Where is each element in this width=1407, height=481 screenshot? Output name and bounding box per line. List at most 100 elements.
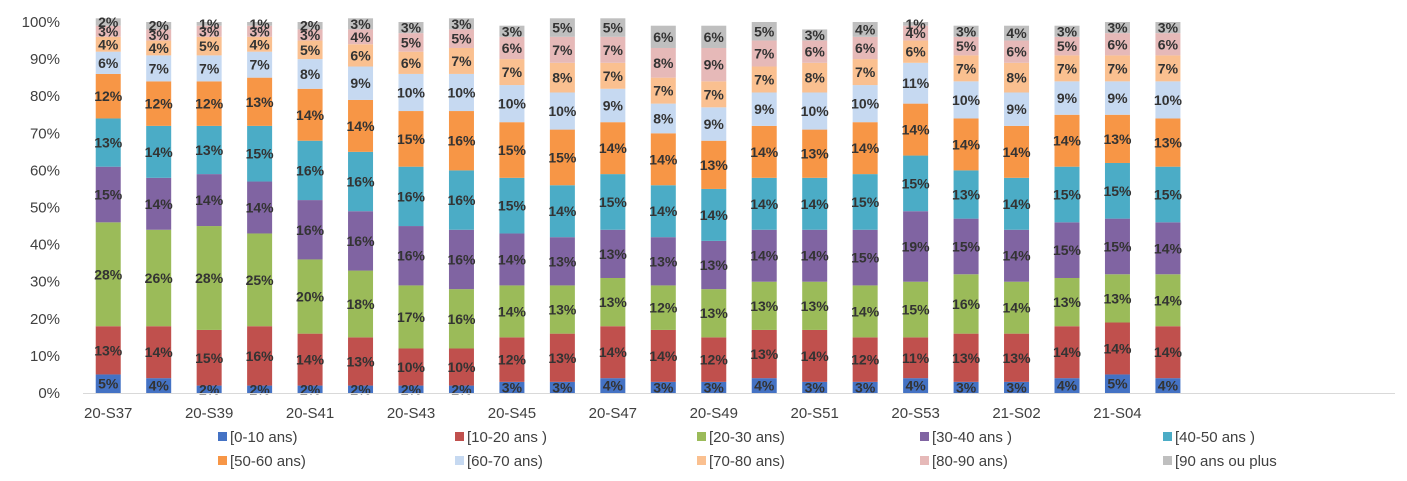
bar-segment [600,18,626,37]
bar-segment [751,22,777,41]
bar-segment [1155,55,1181,82]
data-label: 3% [199,23,220,39]
data-label: 1% [905,16,926,32]
bar-segment [499,36,525,60]
bar-segment [146,29,172,41]
data-label: 6% [1158,36,1179,52]
data-label: 15% [599,194,628,210]
bar-segment [802,29,828,41]
bar-segment [398,22,424,34]
bar-segment [499,233,525,286]
bar-segment [1104,218,1130,275]
bar-segment [1104,81,1130,115]
legend-item: [20-30 ans) [697,429,785,446]
data-label: 11% [902,350,930,366]
bar-segment [852,381,878,393]
data-label: 10% [447,359,476,375]
bar-segment [650,47,676,78]
bar-stack [196,22,222,393]
data-label: 5% [552,20,573,36]
data-label: 14% [296,352,325,368]
data-label: 5% [401,34,422,50]
data-label: 13% [750,346,779,362]
bar-segment [95,166,121,223]
bar-segment [600,122,626,175]
data-label: 3% [956,23,977,39]
bar-segment [348,29,374,45]
y-tick-label: 100% [22,14,60,31]
bar-segment [1004,177,1030,230]
bar-segment [448,348,474,386]
data-label: 3% [401,20,422,36]
data-label: 12% [145,96,174,112]
bar-segment [852,122,878,175]
data-label: 6% [905,44,926,60]
bar-segment [196,22,222,26]
data-label: 13% [700,157,729,173]
data-label: 4% [1057,378,1078,394]
bar-segment [852,36,878,60]
data-label: 13% [347,353,376,369]
data-label: 3% [149,27,170,43]
bar-segment [1004,125,1030,178]
data-label: 6% [704,29,725,45]
data-label: 13% [952,350,981,366]
data-label: 7% [1057,60,1078,76]
bar-segment [448,73,474,112]
bar-segment [247,36,273,52]
data-label: 16% [447,311,476,327]
data-label: 14% [246,200,275,216]
bar-segment [146,229,172,327]
data-label: 15% [195,350,224,366]
data-label: 14% [750,248,779,264]
bar-segment [1155,326,1181,379]
data-label: 9% [754,101,775,117]
bar-segment [297,333,323,386]
bar-segment [802,177,828,230]
y-axis: 0% 10% 20% 30% 40% 50% 60% 70% 80% 90% 100% [22,14,60,402]
bar-segment [398,51,424,74]
bar-segment [95,222,121,327]
data-label: 7% [956,60,977,76]
bar-segment [95,118,121,167]
data-label: 9% [1107,90,1128,106]
bar-segment [701,81,727,108]
bar-segment [1104,33,1130,56]
bar-segment [701,289,727,338]
bar-segment [549,333,575,382]
data-label: 25% [246,272,275,288]
data-label: 7% [603,42,624,58]
data-label: 4% [149,40,170,56]
bar-segment [297,200,323,260]
data-label: 15% [548,149,577,165]
data-label: 16% [397,188,426,204]
legend-swatch [920,432,929,441]
x-tick-label: 21-S04 [1093,405,1141,422]
bar-stack [499,25,525,393]
bar-segment [196,226,222,330]
data-label: 6% [805,44,826,60]
bar-segment [953,81,979,119]
bar-segment [247,25,273,37]
legend-swatch [920,456,929,465]
bar-stack [1155,22,1181,393]
legend-item: [30-40 ans ) [920,429,1012,446]
data-label: 5% [1057,38,1078,54]
data-label: 12% [498,352,527,368]
data-label: 7% [704,86,725,102]
data-label: 3% [350,16,371,32]
bar-segment [95,374,121,393]
bar-stack [1004,25,1030,393]
bar-segment [348,66,374,100]
bar-segment [600,229,626,278]
data-label: 4% [149,378,170,394]
data-label: 15% [1154,187,1183,203]
bar-segment [1054,277,1080,327]
data-label: 14% [195,192,224,208]
bar-segment [600,174,626,230]
data-label: 14% [750,144,779,160]
data-label: 14% [649,348,678,364]
data-labels-layer: 5%13%28%15%13%12%6%4%3%2%4%14%26%14%14%1… [94,14,1182,397]
data-label: 15% [498,198,527,214]
data-label: 1% [199,16,220,32]
